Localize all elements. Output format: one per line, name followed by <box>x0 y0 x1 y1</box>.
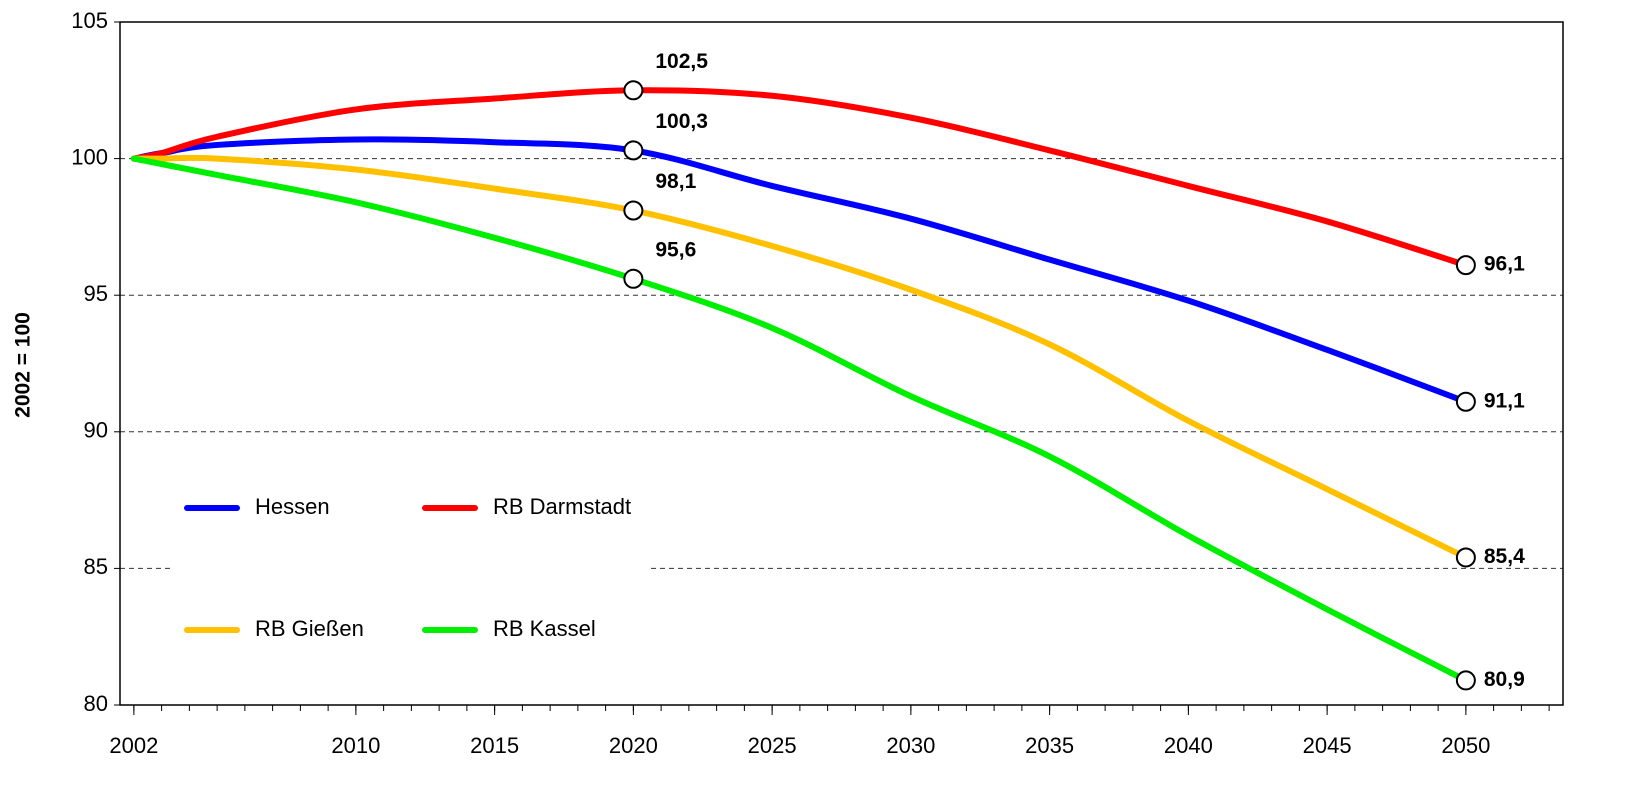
legend-label: Hessen <box>255 494 330 519</box>
series-line <box>130 155 1469 684</box>
series-line <box>130 87 1469 269</box>
y-tick-label: 90 <box>84 418 108 443</box>
data-label: 102,5 <box>655 50 708 73</box>
x-tick-label: 2050 <box>1441 733 1490 758</box>
series-line <box>130 136 1469 405</box>
legend-label: RB Darmstadt <box>493 494 631 519</box>
x-tick-label: 2045 <box>1303 733 1352 758</box>
point-marker <box>623 140 644 161</box>
data-label: 85,4 <box>1484 545 1525 568</box>
point-marker <box>1455 670 1476 691</box>
data-label: 100,3 <box>655 110 708 133</box>
plot-frame <box>119 21 1564 706</box>
point-marker <box>1455 255 1476 276</box>
x-tick-label: 2025 <box>748 733 797 758</box>
y-tick-label: 100 <box>71 144 108 169</box>
data-label: 96,1 <box>1484 253 1525 276</box>
x-tick-label: 2040 <box>1164 733 1213 758</box>
y-axis-label: 2002 = 100 <box>12 312 35 418</box>
x-tick-label: 2002 <box>109 733 158 758</box>
data-label: 98,1 <box>655 170 696 193</box>
legend <box>172 470 650 660</box>
point-marker <box>623 80 644 101</box>
x-tick-label: 2010 <box>331 733 380 758</box>
data-label: 91,1 <box>1484 389 1525 412</box>
point-marker <box>1455 391 1476 412</box>
point-marker <box>623 200 644 221</box>
x-tick-label: 2030 <box>886 733 935 758</box>
legend-box <box>172 470 650 660</box>
legend-label: RB Gießen <box>255 616 364 641</box>
x-tick-label: 2020 <box>609 733 658 758</box>
data-label: 80,9 <box>1484 668 1525 691</box>
x-tick-label: 2035 <box>1025 733 1074 758</box>
y-tick-label: 85 <box>84 554 108 579</box>
data-label: 95,6 <box>655 238 696 261</box>
x-tick-label: 2015 <box>470 733 519 758</box>
y-tick-label: 80 <box>84 691 108 716</box>
legend-label: RB Kassel <box>493 616 596 641</box>
y-tick-label: 105 <box>71 8 108 33</box>
point-marker <box>623 268 644 289</box>
point-marker <box>1455 547 1476 568</box>
y-tick-label: 95 <box>84 281 108 306</box>
series-line <box>130 154 1469 561</box>
